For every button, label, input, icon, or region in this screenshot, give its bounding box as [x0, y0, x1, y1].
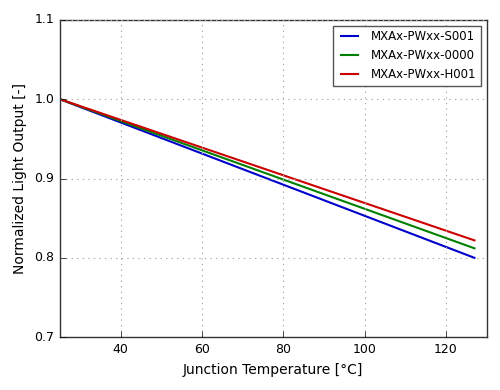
- MXAx-PWxx-H001: [302, 181, 308, 185]
- MXAx-PWxx-S001: [406, 230, 412, 235]
- X-axis label: Junction Temperature [°C]: Junction Temperature [°C]: [183, 363, 364, 377]
- MXAx-PWxx-H001: [432, 225, 438, 229]
- Line: MXAx-PWxx-0000: MXAx-PWxx-0000: [60, 99, 474, 248]
- MXAx-PWxx-H001: [58, 97, 64, 102]
- MXAx-PWxx-0000: [57, 97, 63, 101]
- MXAx-PWxx-S001: [302, 191, 308, 195]
- Y-axis label: Normalized Light Output [-]: Normalized Light Output [-]: [14, 83, 28, 274]
- MXAx-PWxx-0000: [58, 98, 64, 102]
- MXAx-PWxx-S001: [304, 191, 310, 196]
- MXAx-PWxx-H001: [57, 97, 63, 101]
- Line: MXAx-PWxx-H001: MXAx-PWxx-H001: [60, 99, 474, 240]
- MXAx-PWxx-S001: [310, 194, 316, 199]
- MXAx-PWxx-0000: [302, 185, 308, 190]
- MXAx-PWxx-S001: [432, 241, 438, 245]
- MXAx-PWxx-H001: [406, 216, 412, 220]
- MXAx-PWxx-0000: [432, 232, 438, 237]
- MXAx-PWxx-S001: [472, 255, 478, 260]
- MXAx-PWxx-0000: [472, 246, 478, 251]
- Line: MXAx-PWxx-S001: MXAx-PWxx-S001: [60, 99, 474, 258]
- MXAx-PWxx-H001: [310, 183, 316, 188]
- MXAx-PWxx-0000: [304, 186, 310, 190]
- MXAx-PWxx-S001: [58, 98, 64, 102]
- MXAx-PWxx-S001: [57, 97, 63, 101]
- MXAx-PWxx-H001: [304, 181, 310, 186]
- MXAx-PWxx-0000: [406, 223, 412, 227]
- MXAx-PWxx-0000: [310, 188, 316, 193]
- MXAx-PWxx-H001: [472, 238, 478, 243]
- Legend: MXAx-PWxx-S001, MXAx-PWxx-0000, MXAx-PWxx-H001: MXAx-PWxx-S001, MXAx-PWxx-0000, MXAx-PWx…: [333, 26, 481, 86]
